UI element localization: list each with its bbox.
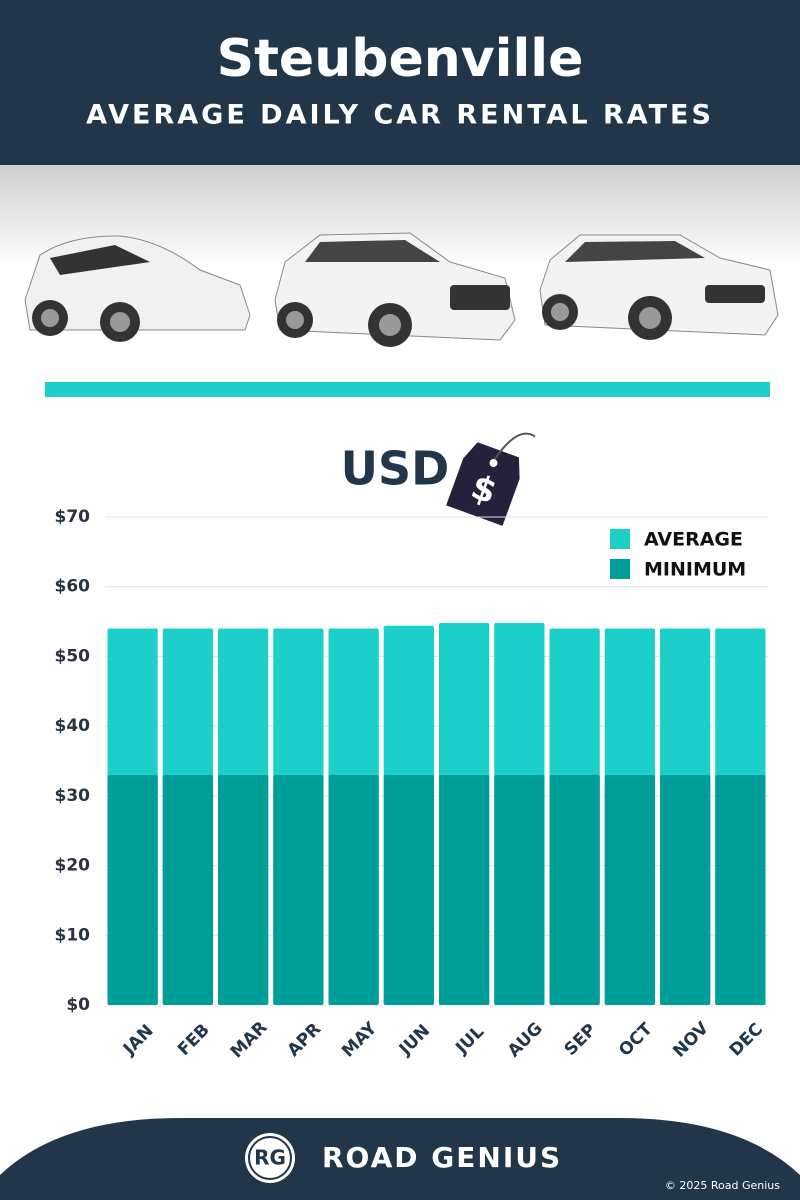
bar [328,774,379,1005]
car-hatchback [24,235,251,342]
bar [218,774,269,1005]
header [0,0,800,165]
y-tick-label: $40 [55,716,91,736]
brand-name: ROAD GENIUS [322,1141,562,1174]
x-tick-label: FEB [174,1020,214,1060]
subtitle: AVERAGE DAILY CAR RENTAL RATES [86,100,714,131]
x-tick-label: JUN [395,1021,434,1060]
bar [549,774,600,1005]
copyright: © 2025 Road Genius [665,1179,780,1192]
unit-label: USD [341,442,450,496]
logo-ring [248,1136,292,1180]
bar [273,774,324,1005]
y-tick-label: $60 [55,577,91,597]
y-tick-label: $30 [55,786,91,806]
x-tick-label: JAN [119,1021,158,1060]
legend-label: AVERAGE [644,529,743,551]
bar [162,774,213,1005]
y-tick-label: $10 [55,925,91,945]
x-tick-label: JUL [451,1022,488,1059]
legend-swatch [610,529,630,549]
x-tick-label: SEP [561,1020,601,1060]
bar [383,774,434,1005]
car-suv [274,232,516,347]
y-tick-label: $70 [55,507,91,527]
legend-swatch [610,559,630,579]
bar [107,774,158,1005]
legend-label: MINIMUM [644,559,746,581]
divider [45,382,770,397]
car-crossover [539,234,779,340]
x-tick-label: AUG [504,1019,547,1062]
bar [439,774,490,1005]
bar [660,774,711,1005]
y-tick-label: $20 [55,856,91,876]
y-tick-label: $0 [66,995,90,1015]
y-tick-label: $50 [55,646,91,666]
x-tick-label: DEC [726,1019,767,1060]
x-tick-label: APR [284,1019,326,1061]
x-tick-label: MAY [338,1018,381,1061]
price-tag-icon: $ [446,432,536,526]
x-tick-label: NOV [669,1018,713,1062]
x-tick-label: MAR [227,1018,272,1063]
bar [604,774,655,1005]
title: Steubenville [217,29,584,89]
bar [715,774,766,1005]
x-tick-label: OCT [615,1019,657,1061]
bar [494,774,545,1005]
logo-circle [245,1133,295,1183]
footer [0,1118,800,1200]
logo: RG [254,1146,286,1170]
